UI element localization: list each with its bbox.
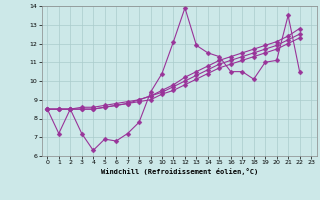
X-axis label: Windchill (Refroidissement éolien,°C): Windchill (Refroidissement éolien,°C) xyxy=(100,168,258,175)
